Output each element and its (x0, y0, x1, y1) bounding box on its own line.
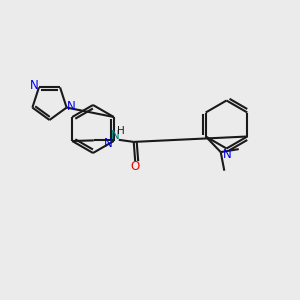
Text: N: N (67, 100, 76, 112)
Text: N: N (29, 80, 38, 92)
Text: N: N (223, 148, 232, 161)
Text: N: N (104, 137, 113, 150)
Text: H: H (117, 125, 125, 136)
Text: N: N (110, 129, 119, 142)
Text: O: O (130, 160, 140, 173)
